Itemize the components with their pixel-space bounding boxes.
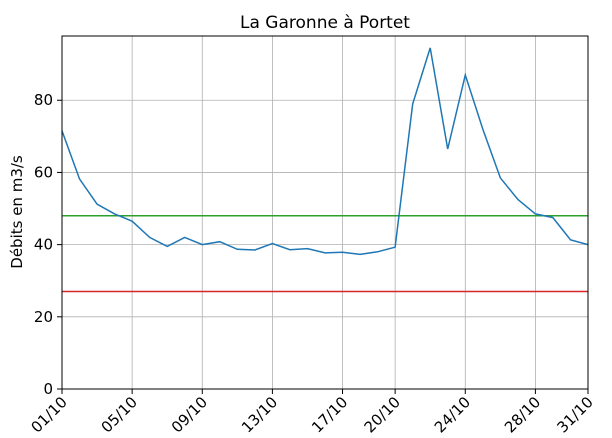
x-tick-label: 09/10 [168, 393, 211, 436]
x-tick-label: 28/10 [501, 393, 544, 436]
x-tick-label: 05/10 [98, 393, 141, 436]
y-tick-label: 60 [34, 163, 53, 181]
x-tick-label: 13/10 [238, 393, 281, 436]
chart-title: La Garonne à Portet [240, 13, 410, 33]
plot-frame [61, 35, 589, 390]
x-tick-label: 01/10 [28, 393, 71, 436]
x-tick-label: 24/10 [431, 393, 474, 436]
y-tick-label: 80 [34, 91, 53, 109]
y-tick-label: 20 [34, 308, 53, 326]
x-tick-label: 31/10 [554, 393, 597, 436]
y-tick-label: 40 [34, 236, 53, 254]
data-line [61, 47, 589, 256]
y-tick-label: 0 [43, 380, 53, 398]
x-tick-label: 20/10 [361, 393, 404, 436]
y-axis-label: Débits en m3/s [8, 155, 26, 269]
x-tick-label: 17/10 [308, 393, 351, 436]
